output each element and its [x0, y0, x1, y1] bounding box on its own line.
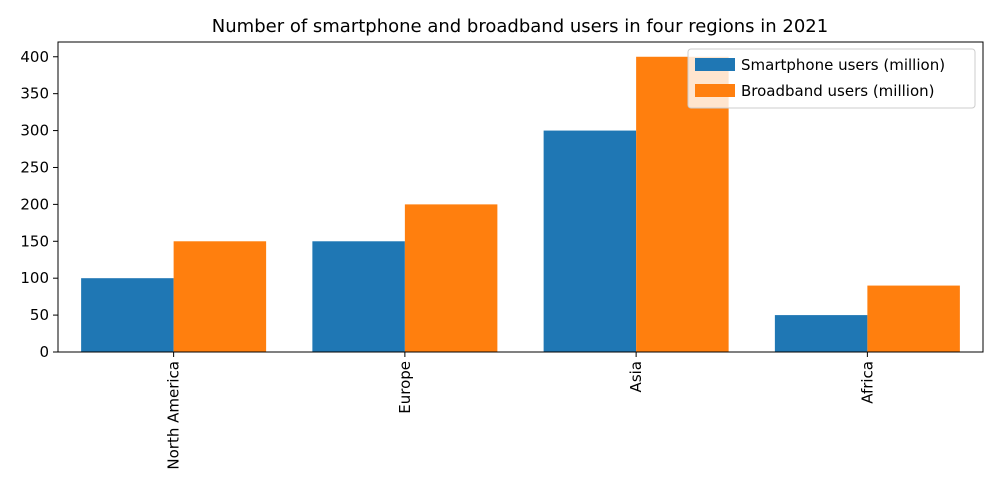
y-tick-label: 150 [20, 232, 49, 250]
plot-frame [57, 41, 984, 353]
bar-smartphone-north-america [81, 278, 174, 352]
legend-label: Smartphone users (million) [741, 56, 945, 74]
y-tick-label: 350 [20, 85, 49, 103]
y-tick-label: 400 [20, 48, 49, 66]
legend-swatch [695, 84, 735, 97]
legend: Smartphone users (million) Broadband user… [687, 48, 976, 109]
y-tick-label: 200 [20, 195, 49, 213]
y-axis: 0 50 100 150 200 250 300 350 400 [20, 48, 58, 361]
y-tick-label: 50 [30, 306, 49, 324]
x-tick-label: North America [165, 361, 183, 470]
x-axis: North America Europe Asia Africa [165, 352, 876, 470]
chart-title: Number of smartphone and broadband users… [212, 16, 828, 37]
y-tick-label: 300 [20, 122, 49, 140]
bar-broadband-north-america [173, 241, 267, 352]
y-tick-label: 250 [20, 158, 49, 176]
bar-smartphone-europe [312, 241, 405, 352]
legend-box [687, 48, 976, 109]
bar-smartphone-africa [774, 315, 868, 352]
legend-swatch [695, 58, 735, 71]
x-tick-label: Asia [627, 361, 645, 392]
x-tick-label: Africa [858, 361, 876, 404]
bar-smartphone-asia [543, 130, 637, 352]
legend-label: Broadband users (million) [741, 82, 935, 100]
bar-broadband-europe [404, 204, 498, 352]
bar-broadband-africa [867, 285, 960, 352]
y-tick-label: 0 [39, 343, 49, 361]
y-tick-label: 100 [20, 269, 49, 287]
x-tick-label: Europe [396, 361, 414, 414]
